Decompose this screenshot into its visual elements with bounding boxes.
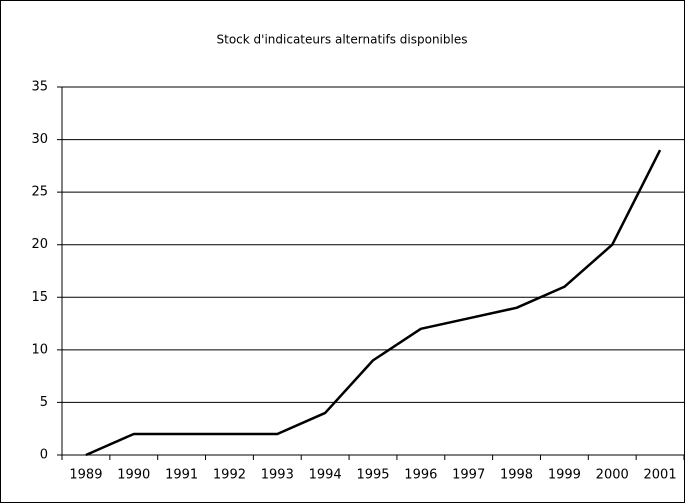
y-tick-label: 20 bbox=[31, 237, 48, 252]
y-tick-label: 5 bbox=[40, 395, 48, 410]
x-tick-label: 2001 bbox=[644, 468, 677, 483]
y-tick-label: 0 bbox=[40, 448, 48, 463]
x-tick-label: 1990 bbox=[117, 468, 150, 483]
x-tick-label: 1994 bbox=[309, 468, 342, 483]
y-tick-label: 35 bbox=[31, 80, 48, 95]
x-tick-label: 1991 bbox=[165, 468, 198, 483]
y-tick-label: 30 bbox=[31, 132, 48, 147]
x-tick-label: 1998 bbox=[500, 468, 533, 483]
x-tick-label: 1997 bbox=[452, 468, 485, 483]
x-tick-label: 1999 bbox=[548, 468, 581, 483]
line bbox=[85, 149, 662, 457]
x-tick-label: 1989 bbox=[69, 468, 102, 483]
x-tick-label: 1996 bbox=[404, 468, 437, 483]
x-tick-label: 1993 bbox=[261, 468, 294, 483]
x-tick-label: 2000 bbox=[596, 468, 629, 483]
y-tick-label: 25 bbox=[31, 185, 48, 200]
y-tick-label: 10 bbox=[31, 342, 48, 357]
x-tick-label: 1995 bbox=[356, 468, 389, 483]
chart-title: Stock d'indicateurs alternatifs disponib… bbox=[217, 33, 468, 47]
y-tick-label: 15 bbox=[31, 290, 48, 305]
x-tick-label: 1992 bbox=[213, 468, 246, 483]
